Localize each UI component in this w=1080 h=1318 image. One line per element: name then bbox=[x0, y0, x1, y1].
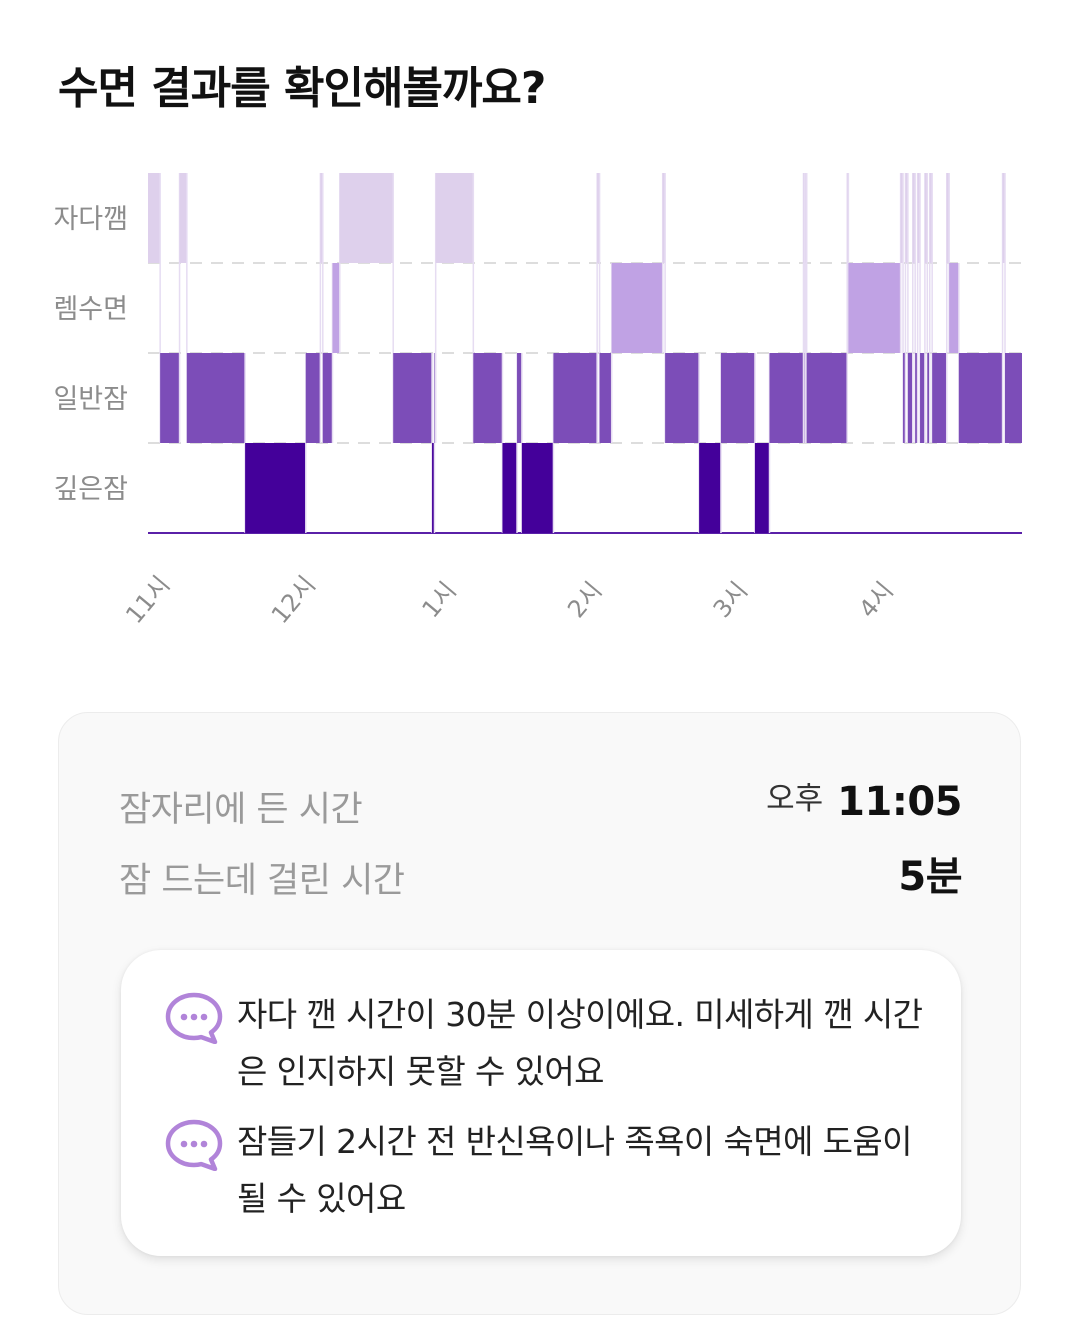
segment-light bbox=[160, 353, 180, 443]
tip-text: 자다 깬 시간이 30분 이상이에요. 미세하게 깬 시간은 인지하지 못할 수… bbox=[237, 995, 923, 1091]
chat-bubble-icon bbox=[165, 1119, 223, 1171]
bedtime-ampm: 오후 bbox=[766, 781, 824, 817]
bedtime-label: 잠자리에 든 시간 bbox=[119, 790, 363, 830]
tip-text: 잠들기 2시간 전 반신욕이나 족욕이 숙면에 도움이 될 수 있어요 bbox=[237, 1122, 913, 1218]
segment-light bbox=[927, 353, 930, 443]
x-tick-label: 11시 bbox=[120, 571, 175, 629]
segment-light bbox=[907, 353, 913, 443]
y-tick-label: 렘수면 bbox=[53, 294, 128, 325]
segment-rem bbox=[949, 263, 959, 353]
x-tick-label: 12시 bbox=[266, 571, 321, 629]
segment-light bbox=[665, 353, 700, 443]
segment-light bbox=[517, 353, 522, 443]
x-tick-label: 3시 bbox=[708, 577, 753, 624]
segment-deep bbox=[502, 443, 518, 533]
segment-light bbox=[1005, 353, 1022, 443]
segment-awake bbox=[597, 173, 600, 263]
segment-light bbox=[720, 353, 755, 443]
segment-awake bbox=[179, 173, 187, 263]
x-tick-label: 2시 bbox=[562, 577, 607, 624]
page-title: 수면 결과를 확인해볼까요? bbox=[58, 63, 546, 114]
segment-light bbox=[473, 353, 503, 443]
segment-light bbox=[553, 353, 598, 443]
segment-awake bbox=[148, 173, 161, 263]
chart-x-labels: 11시 12시 1시 2시 3시 4시 bbox=[120, 571, 899, 629]
chart-segments bbox=[148, 173, 1022, 533]
segment-light bbox=[186, 353, 246, 443]
sleep-summary-card: 잠자리에 든 시간 오후 11:05 잠 드는데 걸린 시간 5분 자다 깬 시간… bbox=[58, 712, 1021, 1315]
segment-deep bbox=[754, 443, 770, 533]
segment-awake bbox=[339, 173, 394, 263]
x-tick-label: 1시 bbox=[416, 577, 461, 624]
segment-deep bbox=[245, 443, 306, 533]
y-tick-label: 깊은잠 bbox=[53, 474, 128, 505]
bedtime-time: 11:05 bbox=[837, 779, 962, 825]
segment-light bbox=[920, 353, 925, 443]
bedtime-value: 오후 11:05 bbox=[766, 773, 962, 825]
segment-light bbox=[806, 353, 848, 443]
segment-light bbox=[393, 353, 433, 443]
segment-awake bbox=[924, 173, 928, 263]
sleep-latency-row: 잠 드는데 걸린 시간 5분 bbox=[119, 844, 962, 902]
sleep-latency-value: 5분 bbox=[898, 844, 962, 902]
segment-awake bbox=[929, 173, 933, 263]
sleep-tips-card: 자다 깬 시간이 30분 이상이에요. 미세하게 깬 시간은 인지하지 못할 수… bbox=[121, 950, 961, 1256]
segment-awake bbox=[900, 173, 904, 263]
segment-deep bbox=[432, 443, 435, 533]
segment-awake bbox=[946, 173, 950, 263]
segment-light bbox=[903, 353, 906, 443]
segment-awake bbox=[912, 173, 916, 263]
bedtime-row: 잠자리에 든 시간 오후 11:05 bbox=[119, 773, 962, 830]
segment-rem bbox=[848, 263, 901, 353]
segment-awake bbox=[320, 173, 323, 263]
sleep-latency-number: 5분 bbox=[898, 854, 962, 900]
segment-light bbox=[915, 353, 918, 443]
segment-light bbox=[305, 353, 321, 443]
y-tick-label: 자다깸 bbox=[53, 204, 128, 235]
segment-light bbox=[599, 353, 612, 443]
segment-awake bbox=[905, 173, 908, 263]
segment-deep bbox=[521, 443, 554, 533]
segment-rem bbox=[332, 263, 340, 353]
segment-awake bbox=[662, 173, 666, 263]
segment-deep bbox=[699, 443, 721, 533]
segment-light bbox=[322, 353, 333, 443]
y-tick-label: 일반잠 bbox=[53, 384, 128, 415]
segment-light bbox=[932, 353, 947, 443]
segment-rem bbox=[611, 263, 663, 353]
chat-bubble-icon bbox=[165, 992, 223, 1044]
segment-light bbox=[958, 353, 1003, 443]
segment-light bbox=[769, 353, 804, 443]
x-tick-label: 4시 bbox=[853, 577, 898, 624]
sleep-latency-label: 잠 드는데 걸린 시간 bbox=[119, 861, 405, 901]
segment-awake bbox=[1002, 173, 1006, 263]
segment-awake bbox=[917, 173, 921, 263]
segment-awake bbox=[435, 173, 474, 263]
